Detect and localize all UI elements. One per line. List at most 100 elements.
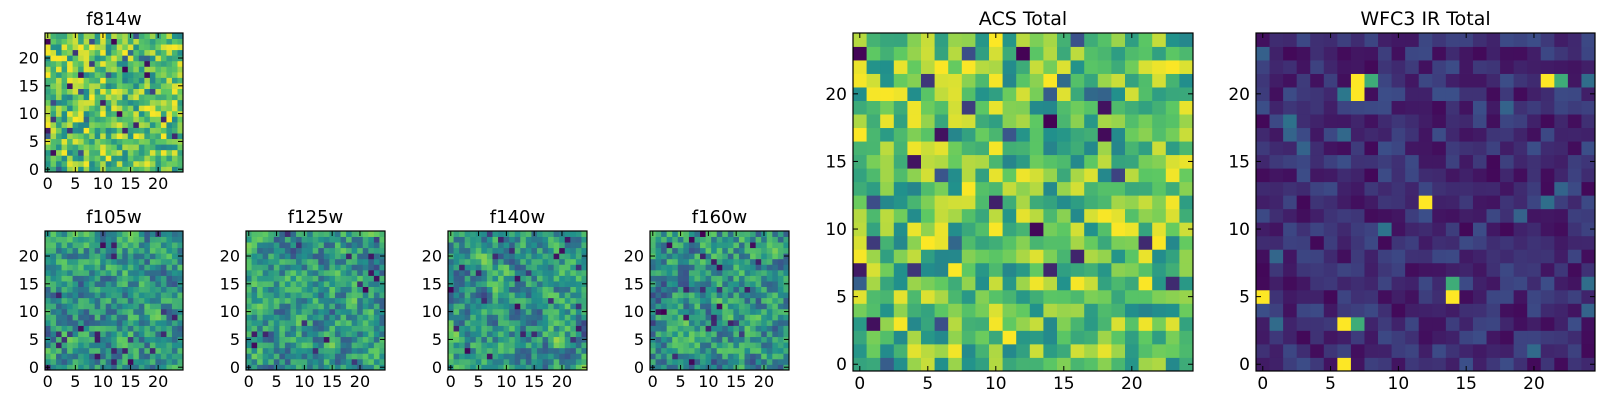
heatmap-cell [1391, 60, 1406, 74]
heatmap-cell [94, 264, 101, 271]
heatmap-cell [744, 331, 751, 338]
heatmap-cell [94, 331, 101, 338]
heatmap-cell [171, 149, 178, 156]
heatmap-cell [61, 353, 68, 360]
heatmap-cell [61, 38, 68, 45]
heatmap-cell [1016, 46, 1031, 61]
heatmap-cell [1256, 303, 1270, 318]
heatmap-cell [1269, 33, 1284, 47]
heatmap-cell [67, 110, 73, 117]
heatmap-cell [301, 264, 308, 271]
heatmap-cell [575, 236, 582, 243]
heatmap-cell [1337, 276, 1352, 291]
heatmap-cell [105, 83, 112, 89]
heatmap-cell [105, 281, 112, 287]
heatmap-cell [672, 247, 679, 254]
heatmap-cell [61, 292, 68, 299]
heatmap-cell [368, 247, 375, 254]
heatmap-cell [581, 247, 588, 254]
heatmap-cell [116, 314, 123, 321]
heatmap-cell [94, 353, 101, 360]
heatmap-cell [989, 195, 1003, 210]
heatmap-cell [677, 292, 684, 299]
heatmap-cell [581, 303, 588, 310]
heatmap-cell [1179, 154, 1194, 169]
heatmap-cell [368, 325, 375, 332]
heatmap-cell [346, 347, 353, 354]
axes-frame [1255, 32, 1596, 372]
heatmap-cell [481, 314, 488, 321]
heatmap-cell [1269, 343, 1284, 358]
heatmap-cell [570, 269, 577, 276]
heatmap-cell [650, 314, 656, 321]
heatmap-cell [1043, 195, 1058, 210]
heatmap-cell [1527, 141, 1542, 156]
heatmap-cell [722, 342, 729, 349]
heatmap-cell [1138, 222, 1153, 237]
heatmap-cell [1310, 195, 1325, 210]
heatmap-cell [127, 353, 134, 360]
heatmap-cell [56, 127, 62, 134]
heatmap-cell [149, 121, 156, 128]
heatmap-cell [318, 253, 325, 260]
heatmap-cell [67, 342, 73, 349]
heatmap-cell [448, 358, 454, 365]
heatmap-cell [246, 319, 252, 326]
heatmap-cell [329, 247, 336, 254]
heatmap-cell [520, 364, 527, 371]
heatmap-cell [290, 353, 297, 360]
heatmap-cell [268, 319, 275, 326]
heatmap-cell [166, 166, 173, 173]
heatmap-cell [1418, 357, 1433, 372]
heatmap-cell [329, 269, 336, 276]
heatmap-cell [1283, 114, 1298, 129]
heatmap-cell [661, 297, 668, 304]
heatmap-cell [100, 308, 107, 315]
heatmap-cell [368, 297, 375, 304]
heatmap-cell [1283, 316, 1298, 331]
heatmap-cell [89, 99, 96, 106]
heatmap-cell [486, 364, 493, 371]
heatmap-cell [1138, 46, 1153, 61]
heatmap-cell [105, 331, 112, 338]
heatmap-cell [1337, 127, 1352, 142]
heatmap-cell [1296, 303, 1311, 318]
heatmap-cell [1057, 249, 1071, 264]
heatmap-cell [318, 231, 325, 237]
heatmap-cell [284, 319, 291, 326]
heatmap-cell [257, 236, 264, 243]
heatmap-cell [1070, 127, 1085, 142]
heatmap-cell [149, 342, 156, 349]
heatmap-cell [133, 258, 140, 265]
heatmap-cell [880, 316, 895, 331]
heatmap-cell [1125, 100, 1139, 115]
heatmap-cell [486, 258, 493, 265]
heatmap-cell [334, 319, 341, 326]
x-tick-label: 0 [43, 372, 53, 391]
heatmap-cell [542, 236, 549, 243]
heatmap-cell [127, 319, 134, 326]
heatmap-cell [1378, 235, 1392, 250]
heatmap-cell [1445, 330, 1460, 345]
heatmap-cell [1323, 195, 1338, 210]
heatmap-cell [853, 316, 867, 331]
heatmap-cell [1057, 60, 1071, 74]
heatmap-cell [351, 269, 358, 276]
heatmap-cell [893, 235, 908, 250]
heatmap-cell [1323, 141, 1338, 156]
heatmap-cell [379, 275, 386, 282]
heatmap-cell [100, 347, 107, 354]
heatmap-cell [171, 347, 178, 354]
heatmap-cell [100, 242, 107, 249]
heatmap-cell [536, 292, 543, 299]
heatmap-cell [362, 286, 369, 293]
heatmap-cell [1057, 168, 1071, 183]
heatmap-cell [56, 144, 62, 151]
heatmap-cell [509, 331, 516, 338]
heatmap-cell [1337, 316, 1352, 331]
heatmap-cell [1459, 114, 1474, 129]
heatmap-cell [575, 336, 582, 343]
heatmap-cell [1002, 249, 1017, 264]
heatmap-cell [296, 247, 302, 254]
heatmap-cell [56, 38, 62, 45]
